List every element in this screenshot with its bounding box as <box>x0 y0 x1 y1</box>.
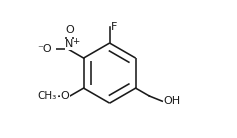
Text: +: + <box>72 37 79 47</box>
Text: ⁻O: ⁻O <box>37 44 52 54</box>
Text: F: F <box>111 22 118 32</box>
Text: CH₃: CH₃ <box>37 91 56 101</box>
Text: OH: OH <box>163 96 180 106</box>
Text: O: O <box>61 91 69 101</box>
Text: O: O <box>65 25 74 35</box>
Text: N: N <box>65 39 73 49</box>
